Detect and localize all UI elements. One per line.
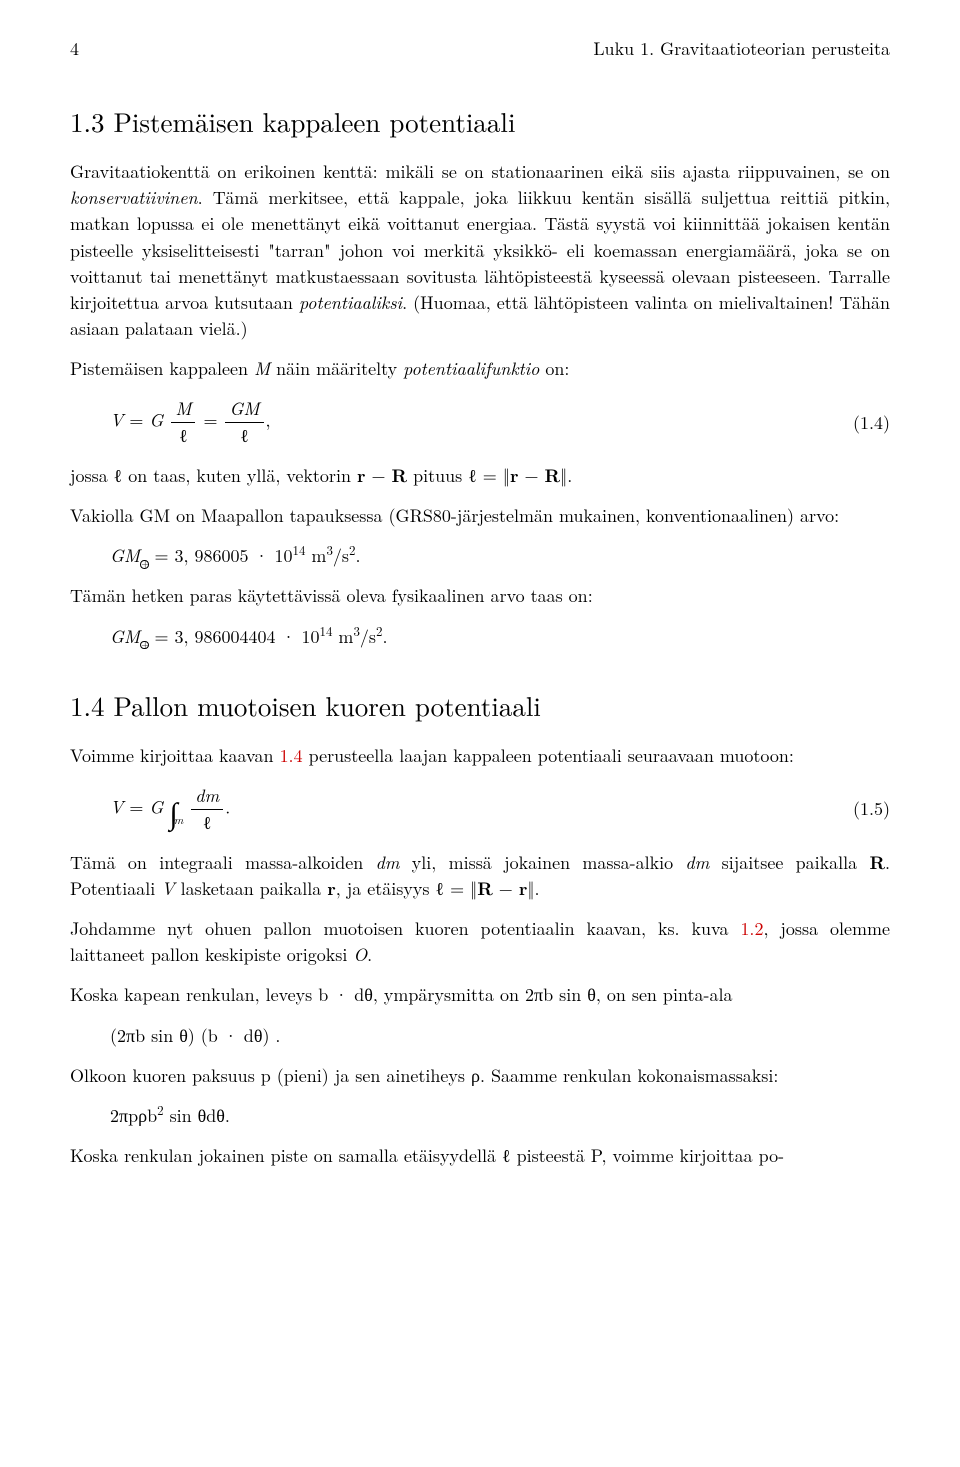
page-number: 4: [70, 36, 79, 62]
paragraph: Olkoon kuoren paksuus p (pieni) ja sen a…: [70, 1063, 890, 1089]
paragraph: Johdamme nyt ohuen pallon muotoisen kuor…: [70, 916, 890, 968]
paragraph: Gravitaatiokenttä on erikoinen kenttä: m…: [70, 159, 890, 342]
chapter-title: Luku 1. Gravitaatioteorian perusteita: [593, 36, 890, 62]
equation-number: (1.5): [830, 796, 890, 822]
paragraph: Koska kapean renkulan, leveys b · dθ, ym…: [70, 982, 890, 1008]
equation-number: (1.4): [830, 410, 890, 436]
ref-link[interactable]: 1.4: [280, 743, 303, 768]
equation-gm-conventional: GM+ = 3, 986005 · 1014 m3/s2.: [110, 543, 890, 569]
section-1-4-heading: 1.4 Pallon muotoisen kuoren potentiaali: [70, 686, 890, 725]
equation-1-4: V = G Mℓ = GMℓ, (1.4): [110, 396, 890, 449]
paragraph: jossa ℓ on taas, kuten yllä, vektorin r …: [70, 463, 890, 489]
equation-1-5: V = G ∫m dmℓ. (1.5): [110, 783, 890, 836]
section-1-3-heading: 1.3 Pistemäisen kappaleen potentiaali: [70, 102, 890, 141]
paragraph: Tämän hetken paras käytettävissä oleva f…: [70, 583, 890, 609]
paragraph: Tämä on integraali massa-alkoiden dm yli…: [70, 850, 890, 902]
equation-area: (2πb sin θ) (b · dθ) .: [110, 1023, 890, 1049]
equation-mass: 2πpρb2 sin θdθ.: [110, 1103, 890, 1129]
paragraph: Vakiolla GM on Maapallon tapauksessa (GR…: [70, 503, 890, 529]
paragraph: Voimme kirjoittaa kaavan 1.4 perusteella…: [70, 743, 890, 769]
equation-gm-physical: GM+ = 3, 986004404 · 1014 m3/s2.: [110, 624, 890, 650]
ref-link[interactable]: 1.2: [740, 916, 763, 941]
paragraph: Pistemäisen kappaleen M näin määritelty …: [70, 356, 890, 382]
paragraph: Koska renkulan jokainen piste on samalla…: [70, 1143, 890, 1169]
